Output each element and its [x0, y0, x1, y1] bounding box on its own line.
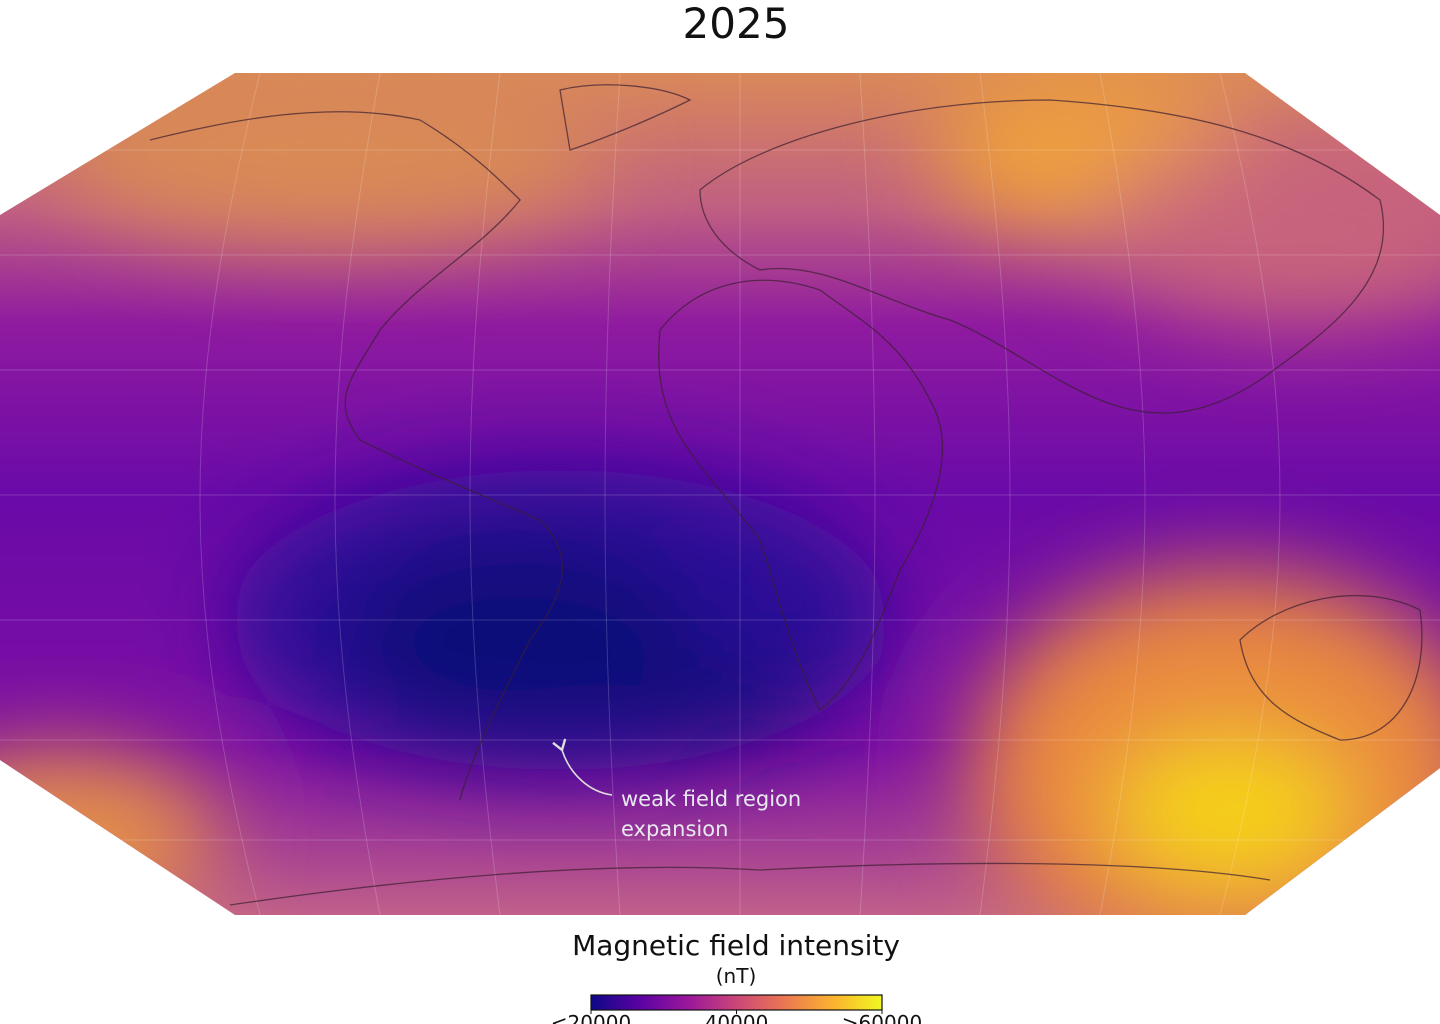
- colorbar-tick-label: >60000: [842, 1011, 922, 1024]
- field-map: [0, 73, 1440, 915]
- colorbar-title: Magnetic field intensity: [572, 929, 900, 962]
- map-title: 2025: [683, 0, 790, 48]
- colorbar: <20000 40000 >60000: [551, 994, 922, 1024]
- annotation-arrow: [552, 738, 613, 796]
- annotation-text: weak field region: [621, 787, 801, 811]
- colorbar-unit: (nT): [716, 964, 757, 988]
- colorbar-tick-label: 40000: [705, 1011, 769, 1024]
- annotation-text: expansion: [621, 817, 728, 841]
- colorbar-tick-label: <20000: [551, 1011, 631, 1024]
- colorbar-scale: [590, 994, 883, 1011]
